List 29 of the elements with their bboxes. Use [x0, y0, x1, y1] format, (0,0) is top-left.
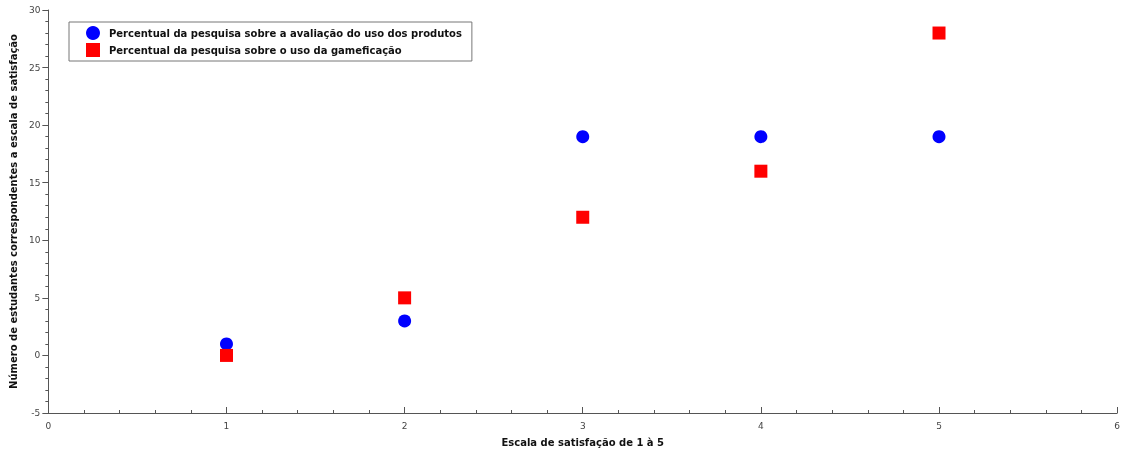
- point: [754, 130, 768, 144]
- y-tick-label: 15: [28, 177, 41, 188]
- point: [932, 130, 946, 144]
- x-tick-label: 4: [758, 420, 765, 431]
- point: [576, 130, 590, 144]
- point: [220, 337, 233, 351]
- x-axis-title: Escala de satisfação de 1 à 5: [501, 436, 665, 448]
- x-tick-label: 0: [45, 420, 52, 431]
- point: [398, 314, 412, 328]
- x-tick-label: 2: [401, 420, 408, 431]
- x-tick-label: 6: [1114, 420, 1121, 431]
- legend-label: Percentual da pesquisa sobre a avaliação do uso dos produtos: [109, 27, 462, 39]
- point: [932, 26, 946, 40]
- y-tick-label: 5: [34, 292, 41, 303]
- y-tick-label: -5: [31, 408, 41, 418]
- y-tick-label: 10: [28, 235, 41, 246]
- point: [576, 210, 590, 224]
- legend-label: Percentual da pesquisa sobre o uso da gameficação: [109, 44, 402, 56]
- y-tick-label: 20: [28, 120, 41, 131]
- y-tick-label: 30: [28, 5, 41, 15]
- x-tick-label: 3: [579, 420, 586, 431]
- y-axis-title: Número de estudantes correspondentes a escala de satisfação: [7, 33, 19, 389]
- point: [398, 291, 412, 305]
- y-tick-label: 0: [34, 350, 41, 361]
- y-tick-label: 25: [28, 62, 41, 73]
- x-tick-label: 1: [223, 420, 230, 431]
- point: [754, 164, 768, 178]
- point: [219, 348, 233, 362]
- x-tick-label: 5: [936, 420, 942, 431]
